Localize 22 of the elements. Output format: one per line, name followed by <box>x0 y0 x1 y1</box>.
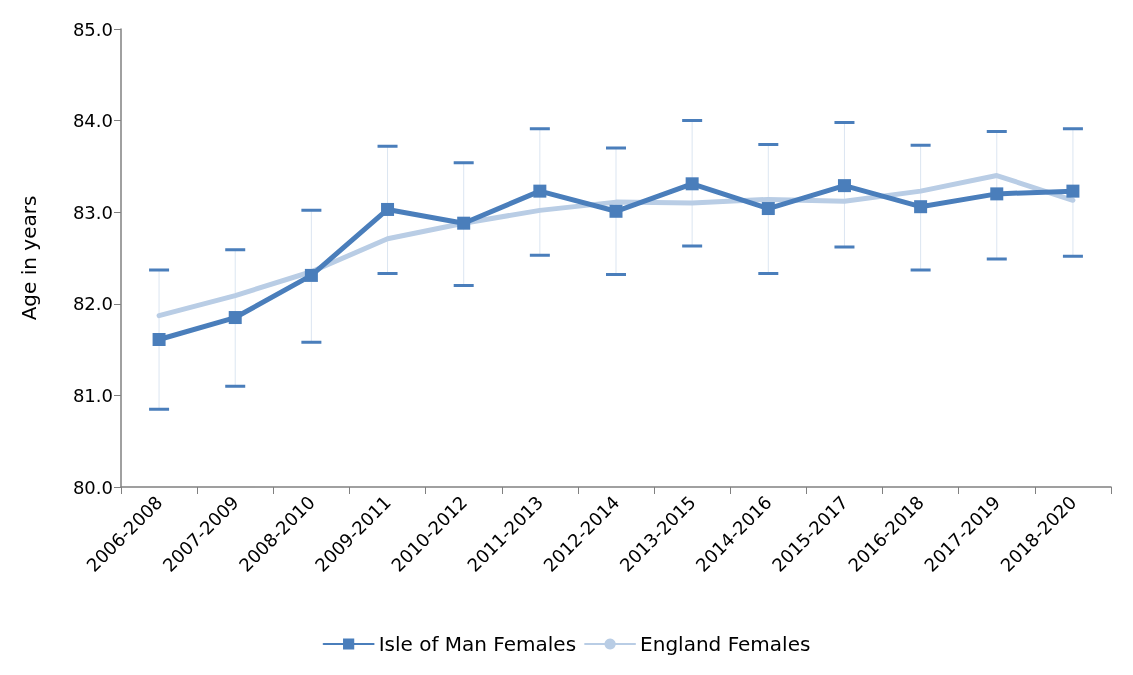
y-axis-title: Age in years <box>17 195 41 321</box>
legend-label: England Females <box>640 632 811 656</box>
point <box>990 187 1004 201</box>
point <box>685 177 699 191</box>
point <box>533 184 547 198</box>
point <box>304 268 318 282</box>
y-tick-label: 83.0 <box>72 201 113 223</box>
point <box>914 200 928 214</box>
point <box>609 204 623 218</box>
y-tick-label: 82.0 <box>72 293 113 315</box>
y-tick-label: 81.0 <box>72 384 113 406</box>
point <box>1066 184 1080 198</box>
point <box>152 333 166 347</box>
point <box>381 202 395 216</box>
y-tick-label: 84.0 <box>72 110 113 132</box>
legend-label: Isle of Man Females <box>378 632 577 656</box>
point <box>837 179 851 193</box>
y-tick-label: 80.0 <box>72 476 113 498</box>
point <box>761 202 775 216</box>
point <box>228 311 242 325</box>
y-tick-label: 85.0 <box>72 18 113 40</box>
point <box>457 216 471 230</box>
